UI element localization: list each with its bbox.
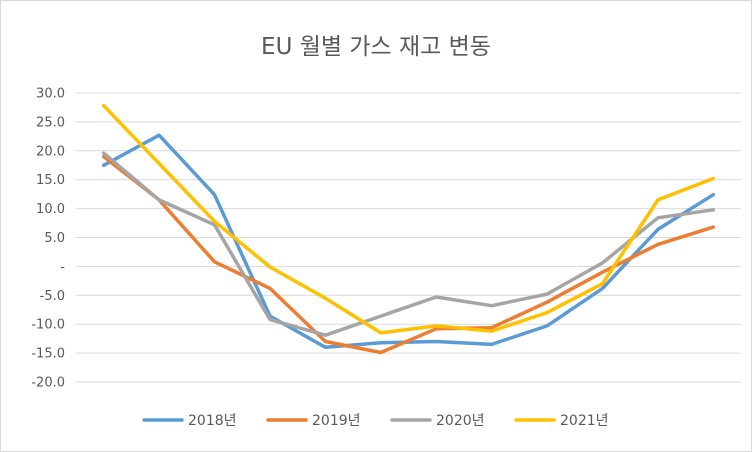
y-tick-label: - <box>60 260 65 275</box>
legend: 2018년 2019년 2020년 2021년 <box>142 413 609 429</box>
series-line-2020년 <box>101 151 716 337</box>
legend-label: 2019년 <box>312 413 361 429</box>
series-lines <box>101 103 716 355</box>
y-tick-label: -5.0 <box>40 289 65 304</box>
y-tick-label: 30.0 <box>36 87 65 102</box>
legend-label: 2020년 <box>436 413 485 429</box>
y-tick-label: 5.0 <box>44 231 65 246</box>
legend-label: 2021년 <box>560 413 609 429</box>
gridlines <box>76 92 741 383</box>
y-tick-label: -20.0 <box>31 376 65 391</box>
y-tick-label: -10.0 <box>31 318 65 333</box>
y-tick-label: 25.0 <box>36 115 65 130</box>
chart-title: EU 월별 가스 재고 변동 <box>261 34 491 60</box>
y-axis-tick-labels: 30.0 25.0 20.0 15.0 10.0 5.0 - -5.0 -10.0 -15.0 -2… <box>31 87 65 391</box>
y-tick-label: 15.0 <box>36 173 65 188</box>
y-tick-label: -15.0 <box>31 347 65 362</box>
y-tick-label: 10.0 <box>36 202 65 217</box>
legend-label: 2018년 <box>188 413 237 429</box>
series-line-2021년 <box>101 103 716 335</box>
y-tick-label: 20.0 <box>36 144 65 159</box>
